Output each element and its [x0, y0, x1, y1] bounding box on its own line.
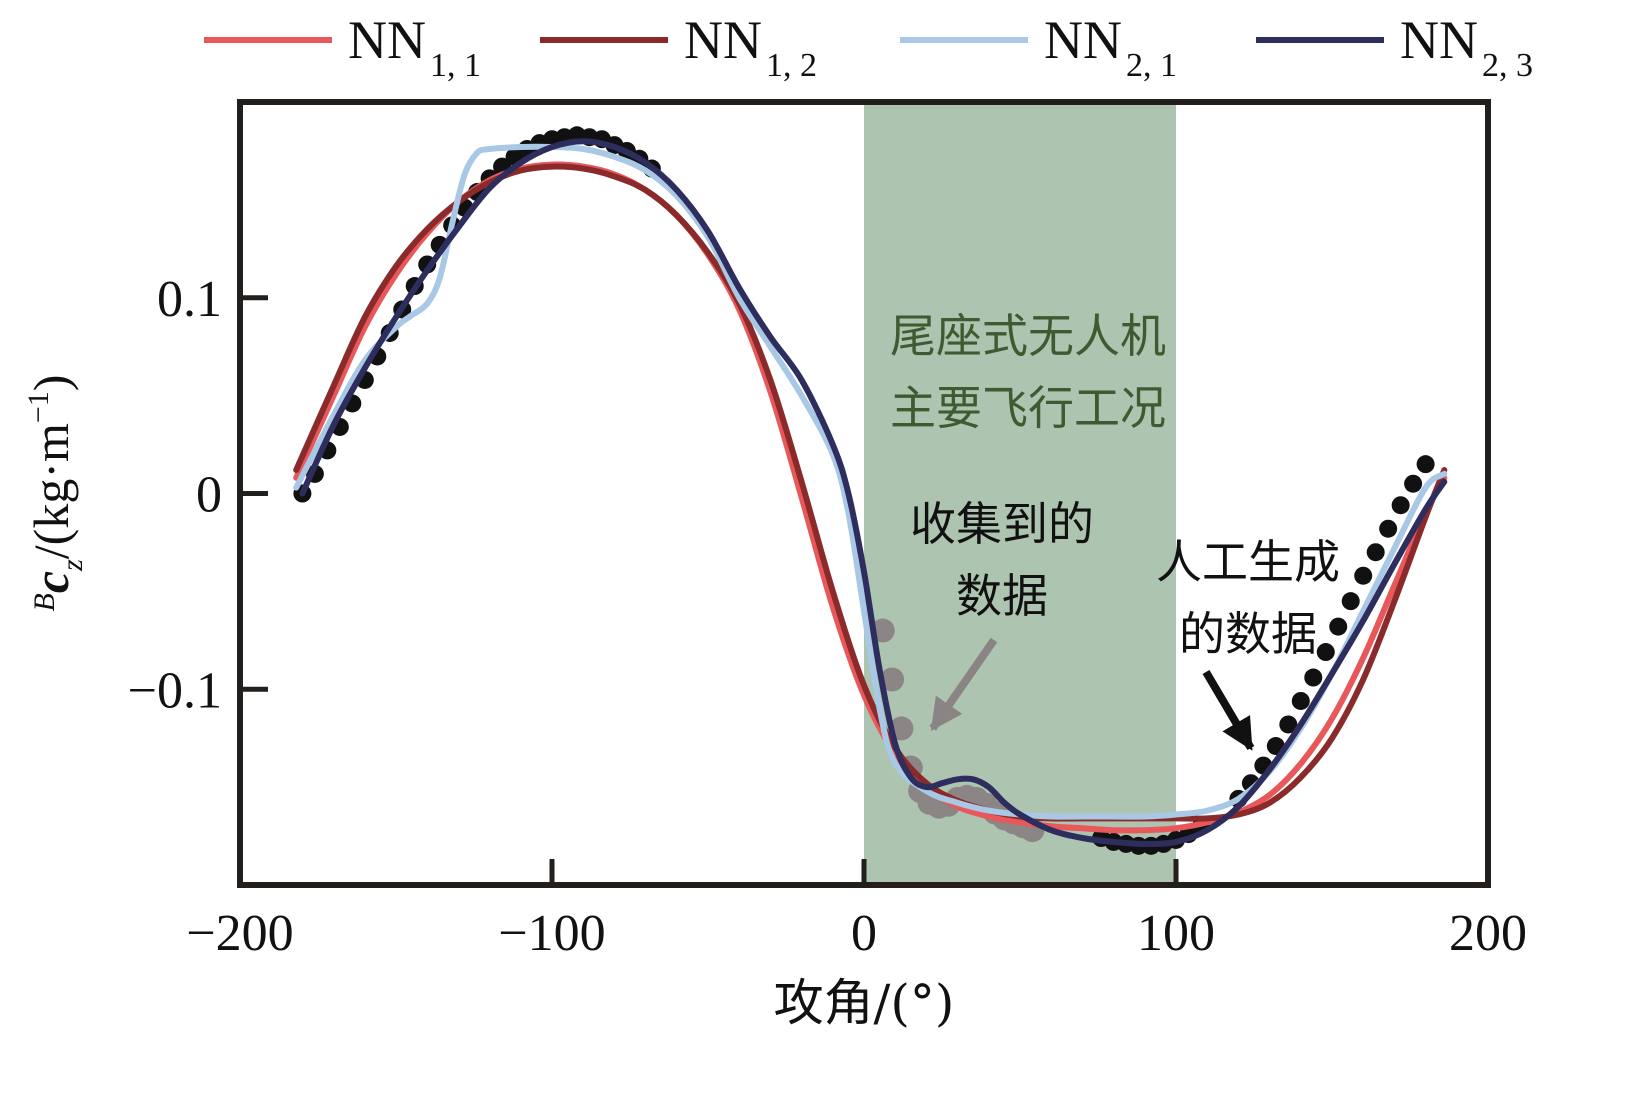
scatter-point [1404, 474, 1423, 493]
series-line-nn-2-1 [293, 143, 1448, 820]
legend-item-nn-1-2: NN 1, 2 [540, 10, 817, 84]
shaded-region-main-flight-condition [864, 102, 1176, 885]
legend-label: NN 2, 3 [1400, 10, 1533, 84]
y-tick-label: −0.1 [128, 662, 222, 719]
annotation-generated-data-line-1: 人工生成 [1156, 535, 1340, 589]
y-axis-title-unit-close: ) [23, 375, 79, 392]
annotation-arrow-collected-data [929, 637, 998, 732]
axis-ticks: −200 −100 0 100 200 0.1 0 −0.1 [128, 271, 1527, 962]
annotation-collected-data-line-2: 数据 [956, 569, 1048, 623]
svg-text:Bcz/(kg·m−1): Bcz/(kg·m−1) [22, 375, 89, 612]
scatter-point [1304, 668, 1323, 687]
legend-item-nn-1-1: NN 1, 1 [204, 10, 481, 84]
legend: NN 1, 1 NN 1, 2 NN 2, 1 NN 2, 3 [204, 10, 1533, 84]
annotation-generated-data-line-2: 的数据 [1179, 607, 1317, 661]
shaded-region-label-line-1: 尾座式无人机 [890, 309, 1166, 363]
scatter-point [1391, 496, 1410, 515]
plot-area [293, 126, 1448, 855]
x-tick-label: −100 [498, 905, 605, 962]
x-tick-label: 0 [851, 905, 877, 962]
scatter-point [1341, 592, 1360, 611]
series-line-nn-1-2 [293, 163, 1448, 822]
scatter-point [1379, 519, 1398, 538]
scatter-point [1329, 617, 1348, 636]
scatter-point [1366, 543, 1385, 562]
y-axis-title-symbol: c [23, 571, 79, 593]
scatter-point [880, 667, 905, 692]
legend-label: NN 1, 2 [684, 10, 817, 84]
y-axis-title: Bcz/(kg·m−1) [22, 375, 89, 612]
legend-label: NN 1, 1 [348, 10, 481, 84]
legend-label: NN 2, 1 [1044, 10, 1177, 84]
x-axis-title: 攻角/(°) [774, 974, 955, 1032]
scatter-point [1279, 715, 1298, 734]
lines-layer [293, 138, 1448, 847]
annotation-collected-data-line-1: 收集到的 [910, 497, 1094, 551]
shaded-region-label-line-2: 主要飞行工况 [890, 381, 1166, 435]
x-tick-label: 100 [1137, 905, 1215, 962]
y-axis-title-unit-exponent: −1 [22, 391, 55, 423]
scatter-point [1416, 455, 1435, 474]
x-tick-label: −200 [186, 905, 293, 962]
legend-item-nn-2-1: NN 2, 1 [900, 10, 1177, 84]
scatter-point [1316, 643, 1335, 662]
y-axis-title-subscript: z [56, 559, 89, 572]
annotation-arrow-generated-data [1202, 669, 1255, 751]
series-line-nn-2-3 [299, 138, 1448, 847]
y-axis-title-unit: /(kg·m [23, 423, 79, 559]
x-tick-label: 200 [1449, 905, 1527, 962]
scatter-point [1354, 566, 1373, 585]
legend-item-nn-2-3: NN 2, 3 [1256, 10, 1533, 84]
y-axis-title-prefix: B [28, 593, 61, 611]
y-tick-label: 0 [196, 467, 222, 524]
scatter-point [1291, 691, 1310, 710]
y-tick-label: 0.1 [157, 271, 222, 328]
